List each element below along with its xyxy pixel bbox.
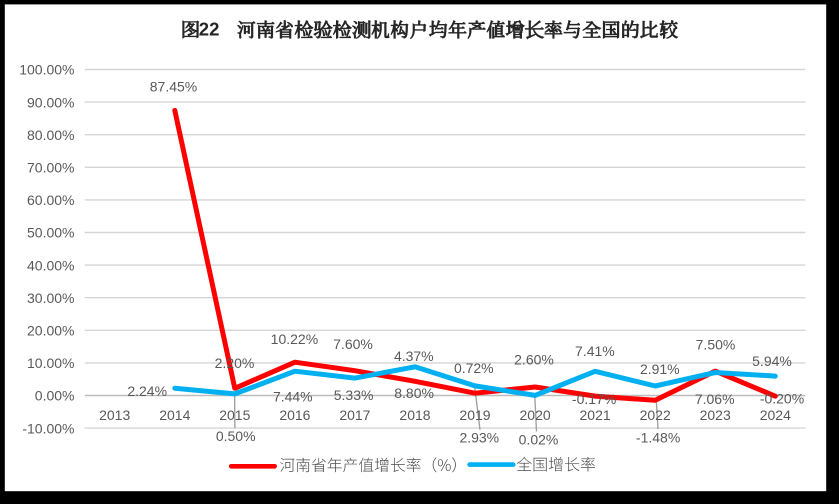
svg-text:7.50%: 7.50% [696,337,736,353]
svg-text:20.00%: 20.00% [27,323,74,339]
svg-text:2019: 2019 [459,407,490,423]
svg-text:-1.48%: -1.48% [636,429,680,445]
svg-text:2.91%: 2.91% [640,361,680,377]
svg-text:2021: 2021 [580,407,611,423]
svg-text:2013: 2013 [99,407,130,423]
svg-text:60.00%: 60.00% [27,192,74,208]
svg-text:10.22%: 10.22% [271,331,318,347]
svg-text:2015: 2015 [219,407,250,423]
svg-text:10.00%: 10.00% [27,355,74,371]
svg-text:5.33%: 5.33% [334,387,374,403]
svg-text:2.93%: 2.93% [459,430,499,446]
svg-text:8.80%: 8.80% [394,385,434,401]
svg-text:5.94%: 5.94% [752,353,792,369]
svg-text:0.00%: 0.00% [35,388,75,404]
svg-text:87.45%: 87.45% [150,78,197,94]
svg-text:0.50%: 0.50% [216,428,256,444]
svg-text:90.00%: 90.00% [27,94,74,110]
svg-text:2022: 2022 [640,407,671,423]
svg-text:-10.00%: -10.00% [22,420,74,436]
svg-text:2014: 2014 [159,407,190,423]
svg-text:30.00%: 30.00% [27,290,74,306]
svg-text:2023: 2023 [700,407,731,423]
svg-text:7.44%: 7.44% [273,389,313,405]
svg-text:2.20%: 2.20% [215,355,255,371]
svg-text:0.02%: 0.02% [519,432,559,448]
svg-text:2.60%: 2.60% [514,352,554,368]
svg-text:50.00%: 50.00% [27,225,74,241]
svg-text:7.60%: 7.60% [333,336,373,352]
svg-text:2.24%: 2.24% [127,383,167,399]
svg-text:-0.20%: -0.20% [760,391,804,407]
svg-text:2017: 2017 [339,407,370,423]
svg-text:2018: 2018 [399,407,430,423]
svg-text:80.00%: 80.00% [27,127,74,143]
svg-text:2016: 2016 [279,407,310,423]
svg-text:40.00%: 40.00% [27,257,74,273]
svg-text:4.37%: 4.37% [394,348,434,364]
svg-text:22: 22 [199,19,220,40]
svg-text:100.00%: 100.00% [19,62,74,78]
svg-text:2020: 2020 [520,407,551,423]
svg-text:7.41%: 7.41% [575,343,615,359]
svg-text:7.06%: 7.06% [695,391,735,407]
svg-text:-0.17%: -0.17% [572,391,616,407]
svg-text:2024: 2024 [760,407,791,423]
svg-text:0.72%: 0.72% [454,360,494,376]
svg-text:70.00%: 70.00% [27,160,74,176]
